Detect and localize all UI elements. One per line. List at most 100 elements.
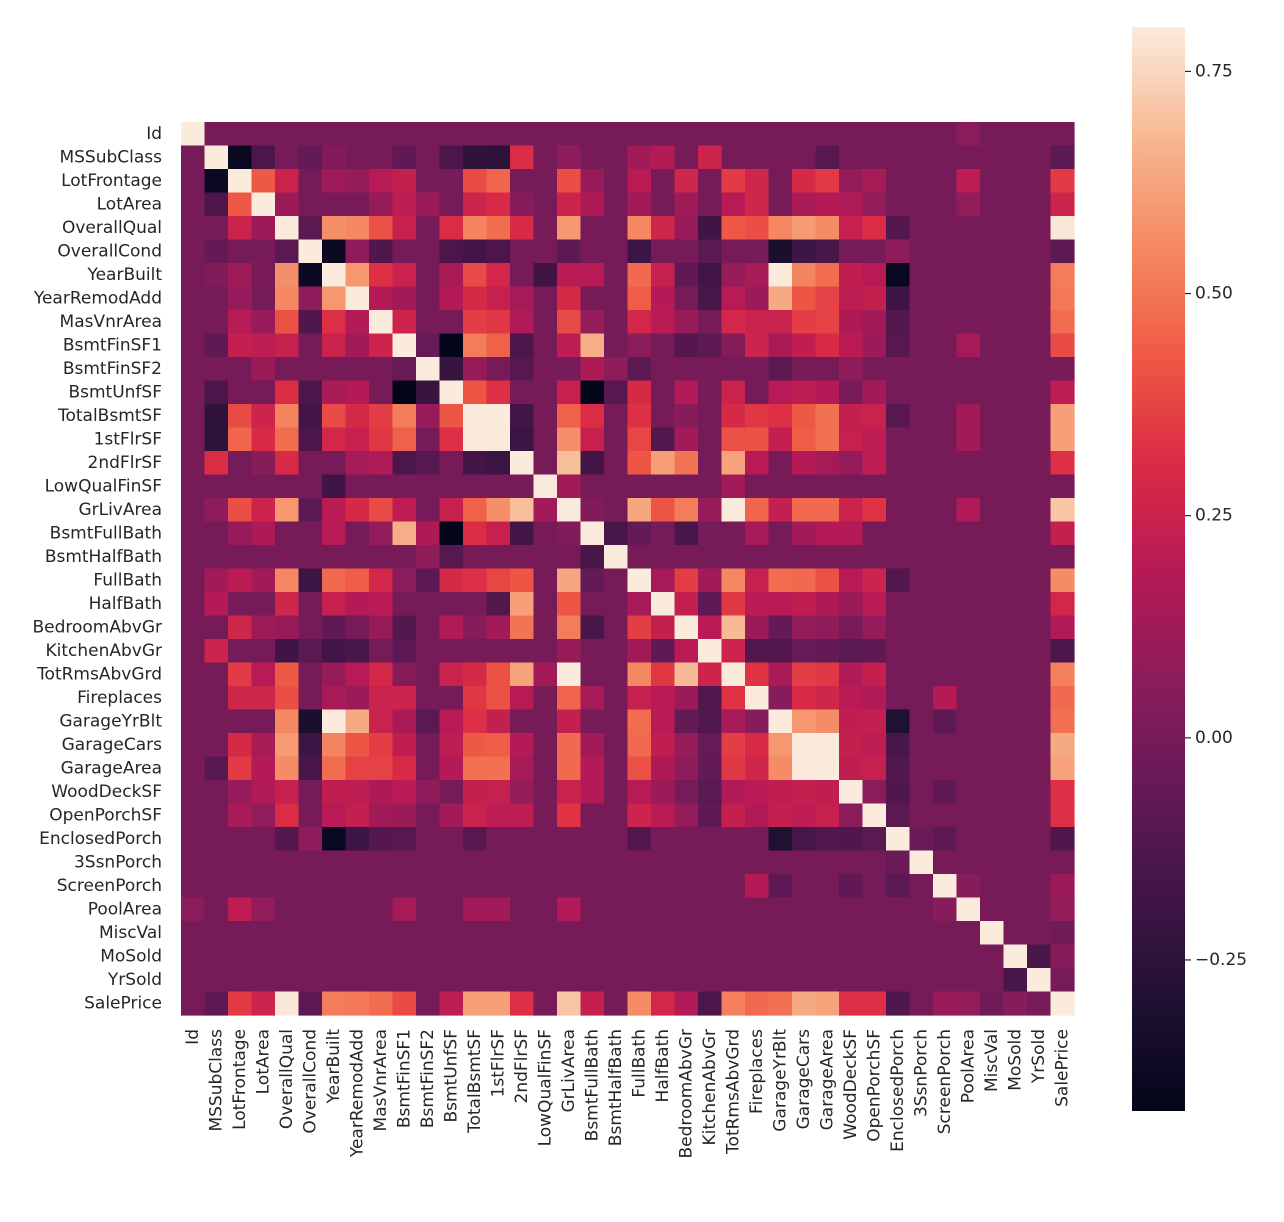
heatmap-cell-wooddecksf-bsmtunfsf [439,780,464,805]
y-tick-label-bsmtfullbath: BsmtFullBath [50,523,162,543]
heatmap-cell-garagearea-garagecars [792,756,817,781]
heatmap-cell-garagearea-bsmtfinsf2 [416,756,441,781]
heatmap-cell-miscval-overallcond [298,921,323,946]
heatmap-cell-lotarea-screenporch [933,192,958,217]
heatmap-cell-2ndflrsf-halfbath [651,451,676,476]
heatmap-cell-bsmtfinsf1-garagecars [792,333,817,358]
heatmap-cell-halfbath-lowqualfinsf [533,592,558,617]
heatmap-cell-bsmtfinsf1-garagearea [815,333,840,358]
heatmap-cell-3ssnporch-mosold [1003,850,1028,875]
heatmap-cell-kitchenabvgr-garagearea [815,639,840,664]
heatmap-cell-masvnrarea-wooddecksf [839,310,864,335]
heatmap-cell-lowqualfinsf-bsmtfinsf1 [392,474,417,499]
heatmap-cell-lotarea-overallqual [275,192,300,217]
heatmap-cell-saleprice-yrsold [1027,991,1052,1016]
heatmap-cell-mssubclass-screenporch [933,145,958,170]
heatmap-cell-garagearea-1stflrsf [486,756,511,781]
heatmap-cell-kitchenabvgr-3ssnporch [909,639,934,664]
heatmap-cell-totalbsmtsf-masvnrarea [369,404,394,429]
heatmap-cell-bsmtfullbath-fireplaces [745,521,770,546]
heatmap-cell-yrsold-fireplaces [745,968,770,993]
heatmap-cell-halfbath-bedroomabvgr [674,592,699,617]
heatmap-cell-saleprice-fireplaces [745,991,770,1016]
heatmap-cell-poolarea-saleprice [1050,897,1075,922]
heatmap-cell-garagearea-id [181,756,206,781]
heatmap-cell-yearremodadd-3ssnporch [909,286,934,311]
heatmap-cell-bsmtfullbath-lotfrontage [228,521,253,546]
heatmap-cell-grlivarea-yearremodadd [345,498,370,523]
heatmap-cell-1stflrsf-lowqualfinsf [533,427,558,452]
heatmap-cell-yearbuilt-totalbsmtsf [463,263,488,288]
heatmap-cell-1stflrsf-yearbuilt [322,427,347,452]
heatmap-cell-bsmthalfbath-poolarea [956,545,981,570]
heatmap-cell-grlivarea-fullbath [627,498,652,523]
x-tick-label-garagecars: GarageCars [794,1029,814,1130]
heatmap-cell-3ssnporch-yearbuilt [322,850,347,875]
y-tick-label-grlivarea: GrLivArea [78,500,162,520]
heatmap-cell-yrsold-wooddecksf [839,968,864,993]
heatmap-cell-lowqualfinsf-id [181,474,206,499]
heatmap-cell-bsmtfinsf2-garageyrblt [768,357,793,382]
heatmap-cell-yearbuilt-fireplaces [745,263,770,288]
heatmap-cell-halfbath-openporchsf [862,592,887,617]
heatmap-cell-screenporch-miscval [980,874,1005,899]
heatmap-cell-overallcond-mssubclass [204,239,229,264]
heatmap-cell-bsmtfullbath-grlivarea [557,521,582,546]
heatmap-cell-bsmtfinsf1-overallcond [298,333,323,358]
heatmap-cell-yrsold-bsmtfullbath [580,968,605,993]
x-tick-label-garagearea: GarageArea [817,1029,837,1130]
heatmap-cell-3ssnporch-totrmsabvgrd [721,850,746,875]
heatmap-cell-garageyrblt-openporchsf [862,709,887,734]
heatmap-cell-3ssnporch-overallqual [275,850,300,875]
heatmap-cell-1stflrsf-saleprice [1050,427,1075,452]
heatmap-cell-bsmtfinsf1-grlivarea [557,333,582,358]
heatmap-cells [181,122,1075,1016]
heatmap-cell-bsmthalfbath-masvnrarea [369,545,394,570]
heatmap-cell-enclosedporch-yearremodadd [345,827,370,852]
y-tick-label-bsmtunfsf: BsmtUnfSF [68,382,162,402]
heatmap-cell-openporchsf-fireplaces [745,803,770,828]
heatmap-cell-overallqual-enclosedporch [886,216,911,241]
heatmap-cell-halfbath-masvnrarea [369,592,394,617]
heatmap-cell-mssubclass-kitchenabvgr [698,145,723,170]
heatmap-cell-lowqualfinsf-yearremodadd [345,474,370,499]
heatmap-cell-garagecars-miscval [980,733,1005,758]
heatmap-cell-id-bsmtfinsf2 [416,122,441,147]
heatmap-cell-openporchsf-totrmsabvgrd [721,803,746,828]
heatmap-cell-bsmtfinsf1-halfbath [651,333,676,358]
heatmap-cell-halfbath-saleprice [1050,592,1075,617]
heatmap-cell-openporchsf-halfbath [651,803,676,828]
heatmap-cell-kitchenabvgr-yearbuilt [322,639,347,664]
heatmap-cell-fullbath-garagearea [815,568,840,593]
heatmap-cell-totrmsabvgrd-enclosedporch [886,662,911,687]
heatmap-cell-kitchenabvgr-overallcond [298,639,323,664]
heatmap-cell-garagecars-bsmtfinsf1 [392,733,417,758]
heatmap-cell-overallcond-openporchsf [862,239,887,264]
heatmap-cell-bsmtfullbath-lowqualfinsf [533,521,558,546]
heatmap-cell-overallcond-garageyrblt [768,239,793,264]
heatmap-cell-yearbuilt-totrmsabvgrd [721,263,746,288]
heatmap-cell-lotarea-totalbsmtsf [463,192,488,217]
heatmap-cell-kitchenabvgr-mssubclass [204,639,229,664]
y-tick-label-bedroomabvgr: BedroomAbvGr [32,617,162,637]
heatmap-cell-halfbath-garagearea [815,592,840,617]
heatmap-cell-lotarea-fireplaces [745,192,770,217]
heatmap-cell-wooddecksf-garagecars [792,780,817,805]
heatmap-cell-yrsold-bsmtfinsf1 [392,968,417,993]
heatmap-cell-bsmtfullbath-fullbath [627,521,652,546]
heatmap-cell-lowqualfinsf-openporchsf [862,474,887,499]
heatmap-cell-2ndflrsf-enclosedporch [886,451,911,476]
heatmap-cell-1stflrsf-yearremodadd [345,427,370,452]
heatmap-cell-kitchenabvgr-garagecars [792,639,817,664]
heatmap-cell-lowqualfinsf-overallcond [298,474,323,499]
heatmap-cell-enclosedporch-grlivarea [557,827,582,852]
heatmap-cell-lotarea-garagecars [792,192,817,217]
heatmap-cell-miscval-halfbath [651,921,676,946]
heatmap-cell-2ndflrsf-lotfrontage [228,451,253,476]
heatmap-cell-grlivarea-saleprice [1050,498,1075,523]
heatmap-cell-bsmtunfsf-2ndflrsf [510,380,535,405]
heatmap-cell-garageyrblt-poolarea [956,709,981,734]
heatmap-cell-bedroomabvgr-grlivarea [557,615,582,640]
x-tick-label-lotarea: LotArea [253,1029,273,1094]
heatmap-cell-mssubclass-fullbath [627,145,652,170]
